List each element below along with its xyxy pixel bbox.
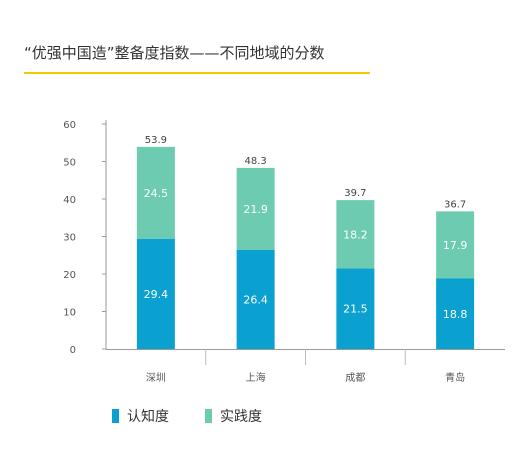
x-category-label: 深圳	[146, 372, 166, 384]
y-tick-label: 30	[63, 233, 76, 244]
legend: 认知度 实践度	[112, 406, 298, 426]
y-tick-label: 60	[63, 120, 76, 131]
y-tick-label: 10	[63, 308, 76, 319]
legend-item-awareness: 认知度	[112, 406, 169, 426]
bar-segment	[336, 200, 375, 269]
bar-segment	[436, 211, 475, 279]
bar-total-label: 48.3	[244, 156, 266, 167]
bar-segment-label: 29.4	[144, 288, 169, 301]
x-category-label: 青岛	[445, 371, 465, 384]
bar-segment-label: 26.4	[243, 294, 268, 307]
bar-segment-label: 18.2	[343, 228, 368, 241]
legend-item-practice: 实践度	[205, 406, 262, 426]
y-tick-label: 40	[63, 195, 76, 206]
y-tick-label: 50	[63, 158, 76, 169]
x-axis: 深圳 上海 成都 青岛	[106, 349, 505, 384]
bar-segment	[336, 268, 375, 349]
legend-swatch-awareness	[112, 409, 119, 423]
legend-label-practice: 实践度	[220, 409, 262, 425]
bars: 29.4 24.5 53.9 26.4 21.9 48.3 21.5 18.2 39.7 18.8…	[136, 135, 475, 349]
y-tick-label: 20	[63, 270, 76, 281]
bar-total-label: 39.7	[344, 188, 366, 199]
y-axis: 0 10 20 30 40 50 60	[63, 120, 107, 356]
x-category-label: 成都	[345, 372, 365, 384]
legend-swatch-practice	[205, 409, 212, 423]
bar-segment	[436, 278, 475, 349]
y-tick-label: 0	[70, 345, 76, 356]
bar-segment-label: 21.5	[343, 303, 368, 316]
x-category-label: 上海	[246, 371, 266, 384]
legend-label-awareness: 认知度	[127, 409, 169, 425]
bar-total-label: 36.7	[444, 199, 466, 210]
bar-segment-label: 18.8	[443, 308, 468, 321]
bar-segment-label: 21.9	[243, 203, 268, 216]
bar-segment-label: 24.5	[144, 187, 169, 200]
bar-segment	[236, 250, 275, 349]
bar-segment	[136, 238, 175, 349]
chart-title: “优强中国造”整备度指数——不同地域的分数	[24, 44, 325, 62]
title-underline	[24, 72, 370, 74]
bar-total-label: 53.9	[145, 135, 167, 146]
bar-segment	[236, 167, 275, 250]
bar-segment-label: 17.9	[443, 239, 468, 252]
bar-segment	[136, 146, 175, 239]
